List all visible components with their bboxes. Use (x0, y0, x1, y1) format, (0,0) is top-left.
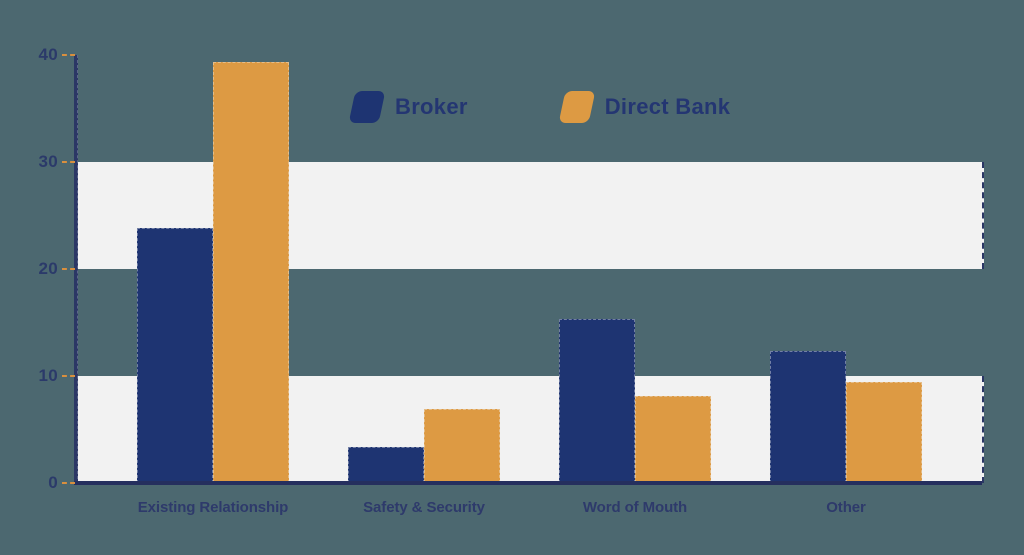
bar-broker-word-of-mouth (559, 319, 635, 483)
bar-broker-other (770, 351, 846, 483)
x-axis-label-safety-security: Safety & Security (363, 499, 485, 516)
y-tick-20 (62, 268, 75, 270)
bar-direct-bank-other (846, 382, 922, 483)
legend: Broker Direct Bank (348, 91, 731, 123)
bar-direct-bank-existing-relationship (213, 62, 289, 483)
bar-broker-existing-relationship (137, 228, 213, 483)
x-axis-label-other: Other (826, 499, 866, 516)
y-axis-label-20: 20 (38, 259, 58, 278)
x-axis-line (74, 481, 982, 485)
legend-label-direct-bank: Direct Bank (604, 94, 731, 119)
x-axis-label-existing-relationship: Existing Relationship (137, 499, 289, 516)
y-tick-40 (62, 54, 75, 56)
y-tick-10 (62, 375, 75, 377)
legend-swatch-broker-icon (348, 91, 386, 123)
legend-label-broker: Broker (395, 94, 468, 119)
bar-direct-bank-word-of-mouth (635, 396, 711, 483)
bar-direct-bank-safety-security (424, 409, 500, 483)
bar-broker-safety-security (348, 447, 424, 483)
x-axis-label-word-of-mouth: Word of Mouth (582, 499, 688, 516)
y-axis-label-40: 40 (38, 45, 58, 64)
legend-item-broker: Broker (348, 91, 468, 123)
legend-swatch-direct-bank-icon (558, 91, 596, 123)
y-axis-line (74, 55, 78, 484)
y-tick-30 (62, 161, 75, 163)
y-axis-label-10: 10 (38, 366, 58, 385)
legend-item-direct-bank: Direct Bank (558, 91, 731, 123)
y-tick-0 (62, 482, 75, 484)
y-axis-label-0: 0 (48, 473, 58, 492)
y-axis-label-30: 30 (38, 152, 58, 171)
